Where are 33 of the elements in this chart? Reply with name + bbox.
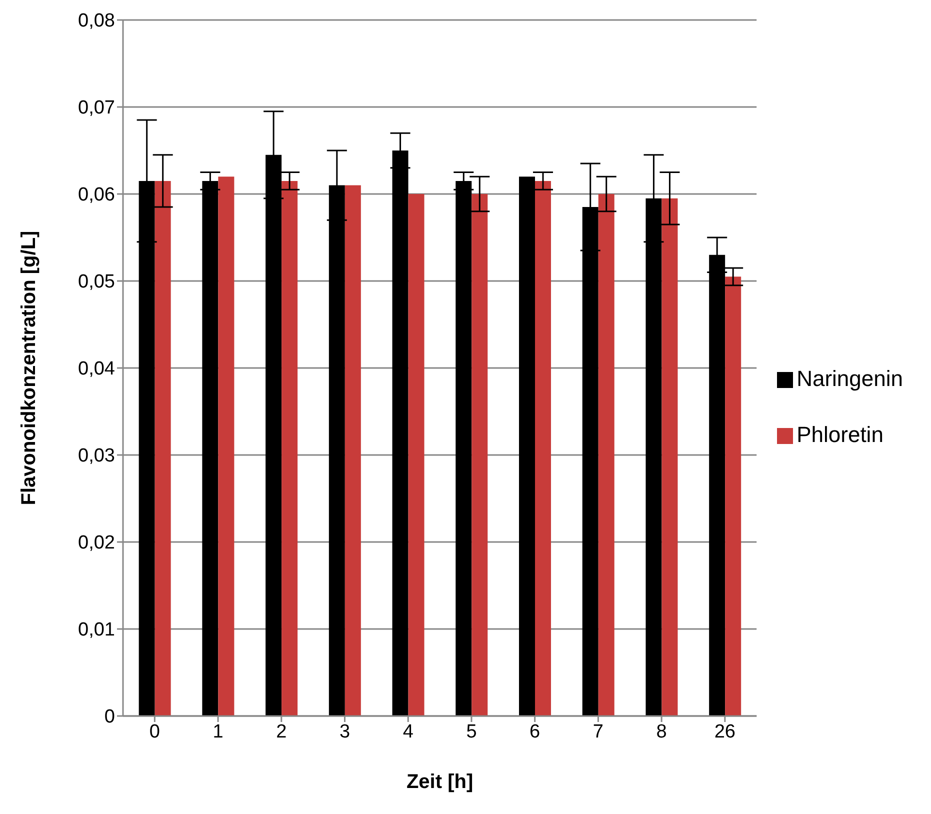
y-tick-label: 0 <box>104 706 115 728</box>
x-axis-title: Zeit [h] <box>406 771 474 793</box>
x-tick-label: 6 <box>530 721 540 742</box>
y-axis-title: Flavonoidkonzentration [g/L] <box>18 230 40 506</box>
bar <box>534 180 551 716</box>
bar <box>725 276 742 716</box>
x-tick-label: 5 <box>466 721 477 742</box>
bar <box>408 194 424 716</box>
x-tick-label: 3 <box>339 721 350 742</box>
x-tick-label: 7 <box>592 721 604 742</box>
x-tick-label: 8 <box>656 721 667 742</box>
bar <box>282 180 298 716</box>
y-tick-label: 0,02 <box>78 532 115 554</box>
bar <box>598 194 614 716</box>
y-tick-label: 0,03 <box>78 446 115 467</box>
y-tick-label: 0,05 <box>78 272 115 293</box>
y-tick-label: 0,04 <box>78 358 116 380</box>
bar <box>662 198 678 716</box>
legend-label: Phloretin <box>796 422 884 447</box>
bar <box>154 180 171 716</box>
x-tick-label: 0 <box>149 721 160 742</box>
bar <box>218 176 234 716</box>
y-tick-label: 0,06 <box>78 184 115 206</box>
x-tick-label: 1 <box>212 721 224 742</box>
y-tick-label: 0,08 <box>78 10 115 32</box>
bar <box>472 194 488 716</box>
legend-label: Naringenin <box>796 366 903 391</box>
x-tick-label: 26 <box>714 721 736 742</box>
x-tick-label: 4 <box>402 721 414 742</box>
x-tick-label: 2 <box>276 721 287 742</box>
y-tick-label: 0,01 <box>78 620 115 641</box>
bar <box>344 185 361 716</box>
y-tick-label: 0,07 <box>78 98 115 119</box>
